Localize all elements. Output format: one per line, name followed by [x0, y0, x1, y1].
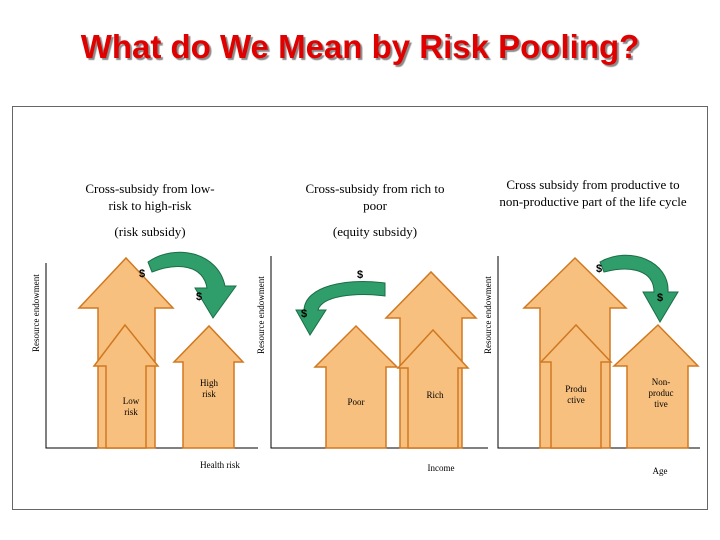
- panel-1-subtitle: (risk subsidy): [114, 224, 186, 239]
- panel-3-dollar-bottom: $: [657, 292, 664, 304]
- panel-1-y-label: Resource endowment: [31, 274, 41, 352]
- panel-1-dollar-bottom: $: [196, 291, 203, 303]
- panel-3-non-productive-label: Non-produc tive: [648, 377, 674, 409]
- panel-2-poor-arrow: [313, 324, 399, 449]
- panel-1-low-risk-label: Low risk: [122, 396, 140, 417]
- panel-1-dollar-top: $: [139, 268, 146, 280]
- panel-2-dollar-top: $: [357, 269, 364, 281]
- panel-2-rich-arrow: [396, 328, 470, 449]
- panel-1-x-label: Health risk: [200, 460, 240, 470]
- panel-2-dollar-bottom: $: [301, 308, 308, 320]
- panel-1-low-risk-arrow: [92, 323, 160, 449]
- panel-3-dollar-top: $: [596, 263, 603, 275]
- panel-1-high-risk-label: High risk: [200, 378, 218, 399]
- panel-3-y-label: Resource endowment: [483, 276, 493, 354]
- panel-3-productive-arrow: [539, 323, 613, 449]
- panel-1-header: Cross-subsidy from low-risk to high-risk: [85, 181, 215, 213]
- diagram-frame: [12, 106, 708, 510]
- panel-2-x-label: Income: [427, 463, 455, 473]
- panel-2-header: Cross-subsidy from rich to poor: [305, 181, 445, 213]
- panel-2-poor-label: Poor: [347, 397, 365, 407]
- panel-2-transfer-arrow: [295, 281, 386, 336]
- panel-1-transfer-arrow: [147, 251, 237, 319]
- panel-2-subtitle: (equity subsidy): [332, 224, 418, 239]
- panel-2-y-label: Resource endowment: [256, 276, 266, 354]
- panel-3-header: Cross subsidy from productive to non-pro…: [499, 177, 687, 209]
- panel-3-transfer-arrow: [599, 254, 679, 323]
- panel-3-productive-label: Produ ctive: [565, 384, 587, 405]
- panel-3-x-label: Age: [652, 466, 668, 476]
- panel-3-non-productive-arrow: [612, 323, 700, 449]
- panel-2-rich-label: Rich: [426, 390, 444, 400]
- panel-1-high-risk-arrow: [172, 324, 245, 449]
- slide-title: What do We Mean by Risk Pooling?: [80, 28, 640, 65]
